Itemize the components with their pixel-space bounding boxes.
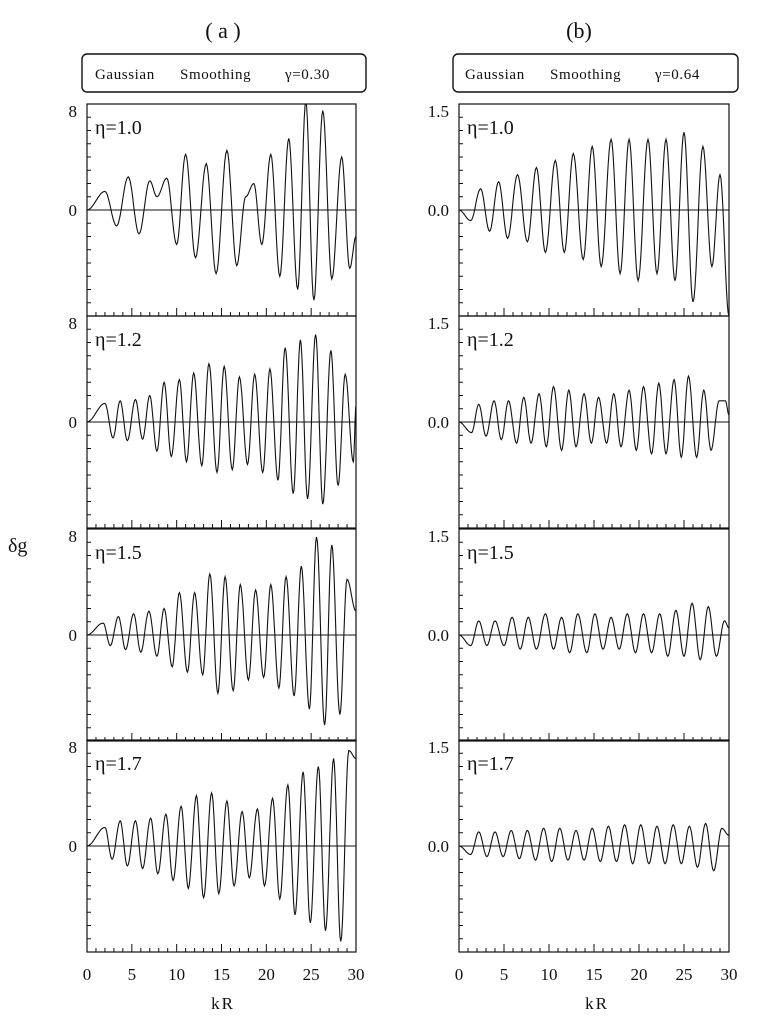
x-tick-label: 5 [128, 965, 137, 984]
eta-label: η=1.7 [467, 753, 514, 775]
eta-label: η=1.7 [95, 753, 142, 775]
y-tick-label-zero: 0 [69, 413, 78, 432]
y-tick-label-top: 1.5 [428, 738, 449, 757]
x-tick-label: 30 [348, 965, 365, 984]
series-line [87, 104, 356, 301]
panel-a-1: 8 0 η=1.0 [69, 102, 357, 317]
info-box-b-method: Gaussian [465, 67, 525, 83]
series-line [87, 334, 356, 505]
y-tick-label-zero: 0 [69, 626, 78, 645]
panel-a-2: 8 0 η=1.2 [69, 314, 357, 529]
y-axis-label: δg [8, 535, 27, 557]
eta-label: η=1.2 [95, 329, 142, 351]
series-line [87, 749, 356, 942]
y-tick-label-top: 1.5 [428, 314, 449, 333]
x-axis-label-a: kR [211, 994, 235, 1013]
series-line [87, 536, 356, 726]
x-tick-label: 30 [721, 965, 738, 984]
column-label-b: (b) [566, 18, 592, 43]
series-line [459, 374, 729, 459]
x-tick-label: 5 [500, 965, 509, 984]
y-tick-label-zero: 0.0 [428, 837, 449, 856]
y-tick-label-top: 8 [69, 527, 78, 546]
x-tick-label: 20 [631, 965, 648, 984]
y-tick-label-top: 1.5 [428, 527, 449, 546]
y-tick-label-top: 8 [69, 314, 78, 333]
info-box-b: Gaussian Smoothing γ=0.64 [452, 53, 739, 93]
series-line [459, 822, 729, 872]
y-tick-label-zero: 0.0 [428, 626, 449, 645]
x-tick-label: 15 [586, 965, 603, 984]
x-tick-label: 15 [213, 965, 230, 984]
y-tick-label-zero: 0.0 [428, 201, 449, 220]
x-tick-label: 20 [258, 965, 275, 984]
y-tick-label-zero: 0.0 [428, 413, 449, 432]
series-line [459, 132, 729, 316]
x-tick-label: 25 [303, 965, 320, 984]
panel-b-2: 1.5 0.0 η=1.2 [428, 314, 730, 529]
eta-label: η=1.5 [467, 542, 514, 564]
info-box-a: Gaussian Smoothing γ=0.30 [81, 53, 367, 93]
y-tick-label-zero: 0 [69, 837, 78, 856]
column-label-a: ( a ) [205, 18, 240, 43]
y-tick-label-top: 8 [69, 102, 78, 121]
panels: 80η=1.080η=1.280η=1.580η=1.71.50.0η=1.01… [69, 102, 730, 953]
info-box-a-gamma: γ=0.30 [284, 67, 330, 83]
info-box-b-gamma: γ=0.64 [654, 67, 700, 83]
x-tick-labels-b: 0 5 10 15 20 25 30 [455, 965, 738, 984]
x-tick-label: 0 [455, 965, 464, 984]
eta-label: η=1.0 [467, 117, 514, 139]
info-box-a-method: Gaussian [95, 67, 155, 83]
x-tick-labels-a: 0 5 10 15 20 25 30 [83, 965, 365, 984]
series-line [459, 602, 729, 661]
y-tick-label-top: 1.5 [428, 102, 449, 121]
x-tick-label: 10 [168, 965, 185, 984]
panel-a-3: 8 0 η=1.5 [69, 527, 357, 742]
panel-b-4: 1.5 0.0 η=1.7 [428, 738, 730, 953]
x-tick-label: 25 [676, 965, 693, 984]
y-tick-label-zero: 0 [69, 201, 78, 220]
panel-b-1: 1.5 0.0 η=1.0 [428, 102, 730, 317]
panel-b-3: 1.5 0.0 η=1.5 [428, 527, 730, 742]
info-box-b-smoothing: Smoothing [550, 67, 621, 83]
y-tick-label-top: 8 [69, 738, 78, 757]
info-box-a-smoothing: Smoothing [180, 67, 251, 83]
x-axis-label-b: kR [585, 994, 609, 1013]
eta-label: η=1.2 [467, 329, 514, 351]
eta-label: η=1.0 [95, 117, 142, 139]
panel-a-4: 8 0 η=1.7 [69, 738, 357, 953]
x-tick-label: 0 [83, 965, 92, 984]
x-tick-label: 10 [541, 965, 558, 984]
eta-label: η=1.5 [95, 542, 142, 564]
